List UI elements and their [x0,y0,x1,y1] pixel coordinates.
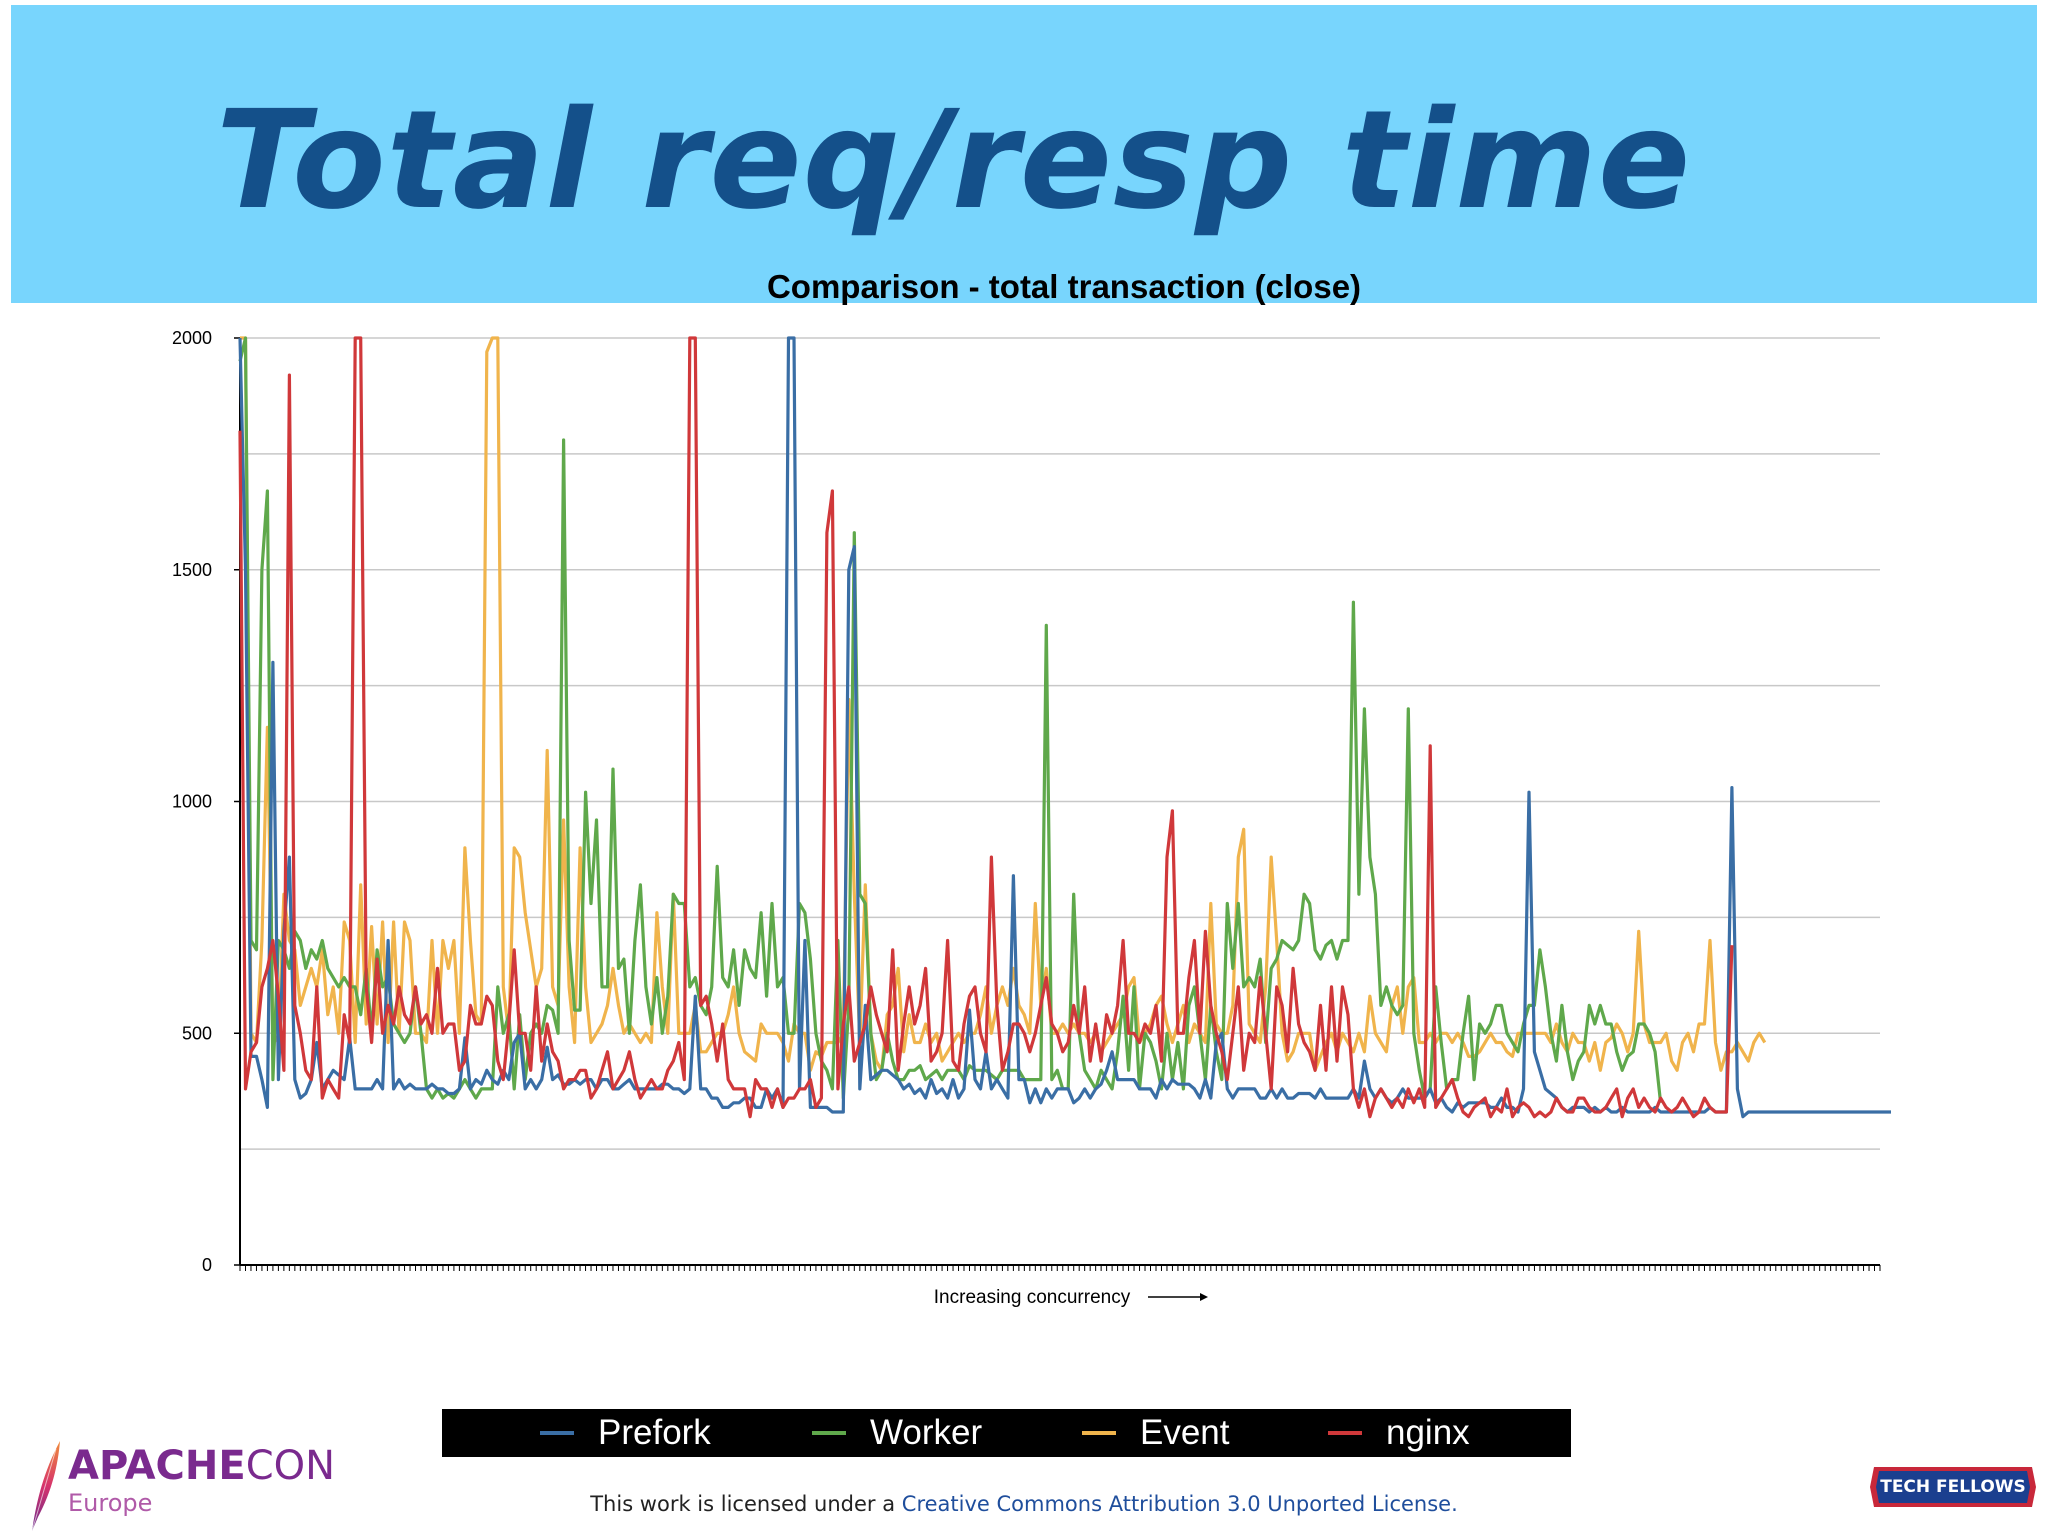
chart-legend: Prefork Worker Event nginx [442,1409,1571,1457]
arrow-right-icon [1148,1293,1208,1301]
chart-title: Comparison - total transaction (close) [767,268,1361,305]
y-tick-label: 1500 [172,560,212,580]
legend-item-event: Event [1082,1409,1230,1457]
chart: Comparison - total transaction (close) 0… [172,268,1891,1308]
apachecon-brand-bold: APACHE [68,1443,246,1489]
legend-swatch-nginx [1328,1431,1362,1435]
feather-icon [31,1441,60,1532]
series-lines [238,336,1891,1119]
legend-item-nginx: nginx [1328,1409,1470,1457]
legend-swatch-prefork [540,1431,574,1435]
license-prefix: This work is licensed under a [590,1492,902,1516]
y-tick-label: 2000 [172,328,212,348]
x-axis-ticks [239,1265,1881,1271]
tech-fellows-text: TECH FELLOWS [1880,1477,2026,1497]
slide-title: Total req/resp time [216,82,1692,240]
header-band [11,5,2037,303]
legend-item-worker: Worker [812,1409,982,1457]
apachecon-logo: APACHECON Europe [18,1435,348,1535]
series-line-prefork [238,336,1891,1119]
series-line-event [240,336,1767,1072]
grid-lines [240,337,1880,1150]
y-tick-label: 500 [182,1023,212,1043]
legend-label-prefork: Prefork [598,1413,711,1452]
tech-fellows-badge-icon [1870,1467,2036,1507]
apachecon-wordmark: APACHECON [68,1443,335,1489]
legend-label-event: Event [1140,1413,1230,1452]
y-tick-label: 1000 [172,792,212,812]
legend-item-prefork: Prefork [540,1409,711,1457]
tech-fellows-logo: TECH FELLOWS [1868,1465,2038,1509]
x-axis-label: Increasing concurrency [934,1287,1131,1308]
series-line-nginx [238,336,1734,1119]
license-text: This work is licensed under a Creative C… [0,1492,2048,1516]
y-axis-ticks: 0 500 1000 1500 2000 [172,328,240,1275]
license-link[interactable]: Creative Commons Attribution 3.0 Unporte… [901,1492,1458,1516]
apachecon-brand-light: CON [245,1443,336,1489]
apachecon-subtitle: Europe [68,1489,153,1517]
legend-label-worker: Worker [870,1413,983,1452]
legend-label-nginx: nginx [1386,1413,1470,1452]
legend-swatch-worker [812,1431,846,1435]
legend-swatch-event [1082,1431,1116,1435]
y-tick-label: 0 [202,1255,212,1275]
